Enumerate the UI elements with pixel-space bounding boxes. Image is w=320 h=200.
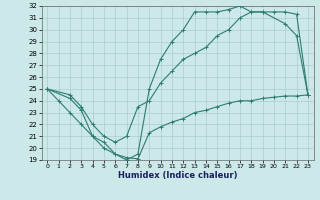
X-axis label: Humidex (Indice chaleur): Humidex (Indice chaleur) — [118, 171, 237, 180]
